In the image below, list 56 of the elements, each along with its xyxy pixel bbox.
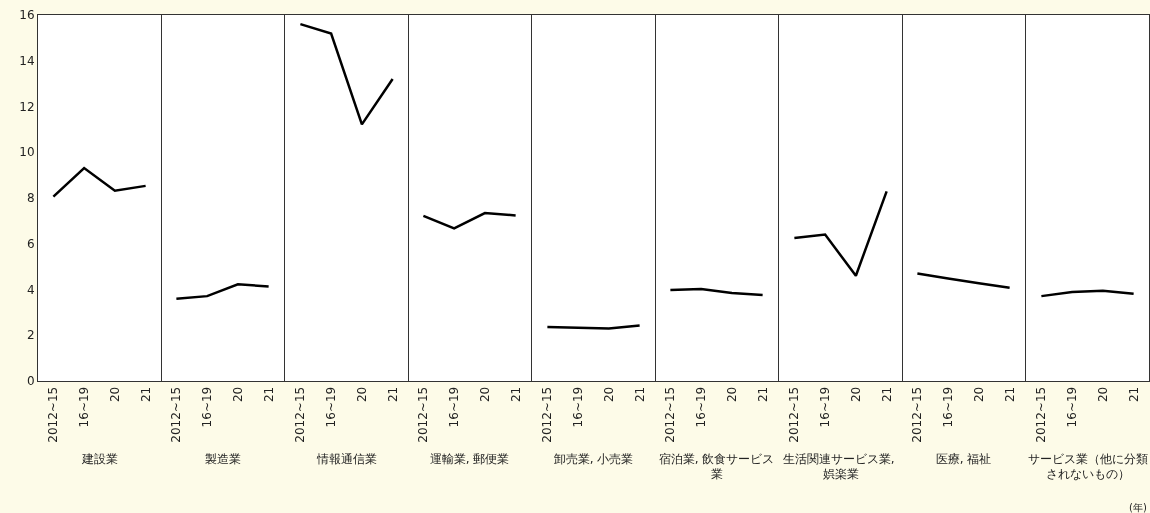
text: (年): [1128, 502, 1147, 513]
x-tick-label: 21: [632, 386, 647, 403]
x-tick-label: 16~19: [200, 386, 215, 428]
x-tick-label: 20: [354, 386, 369, 403]
x-tick-label: 21: [755, 386, 770, 403]
x-tick-label: 16~19: [694, 386, 709, 428]
x-tick-label: 2012~15: [786, 386, 801, 443]
y-tick-label: 6: [26, 236, 35, 251]
x-axis-title: 建設業: [80, 451, 118, 466]
x-tick-label: 2012~15: [169, 386, 184, 443]
x-tick-label: 20: [478, 386, 493, 403]
x-tick-label: 2012~15: [1033, 386, 1048, 443]
x-tick-label: 16~19: [941, 386, 956, 428]
x-axis-title: サービス業（他に分類されないもの）: [1027, 451, 1148, 482]
x-tick-label: 16~19: [570, 386, 585, 428]
y-tick-label: 8: [26, 191, 35, 206]
y-tick-label: 12: [19, 99, 35, 114]
x-tick-label: 21: [1126, 386, 1141, 403]
x-axis-title: 医療, 福祉: [935, 451, 992, 466]
x-tick-label: 20: [725, 386, 739, 403]
x-tick-label: 20: [1095, 386, 1110, 403]
y-tick-label: 10: [19, 145, 35, 160]
line-series: [52, 166, 147, 198]
x-axis-title: 情報通信業: [315, 451, 377, 466]
x-tick-label: 16~19: [1064, 386, 1079, 428]
x-axis-title: 運輸業, 郵便業: [430, 451, 510, 466]
x-tick-label: 2012~15: [910, 386, 925, 443]
x-axis-title: 製造業: [204, 451, 241, 466]
x-tick-label: 20: [107, 386, 122, 403]
y-tick-label: 14: [19, 53, 35, 68]
x-tick-label: 2012~15: [663, 386, 678, 443]
x-tick-label: 20: [601, 386, 616, 403]
x-tick-label: 21: [261, 386, 276, 403]
x-tick-label: 16~19: [77, 386, 92, 428]
x-tick-label: 20: [848, 386, 863, 403]
x-tick-label: 2012~15: [46, 386, 61, 443]
x-tick-label: 21: [508, 386, 523, 403]
x-tick-label: 16~19: [323, 386, 338, 428]
x-tick-label: 21: [385, 386, 400, 403]
x-tick-label: 20: [971, 386, 986, 403]
x-tick-label: 21: [1002, 386, 1017, 403]
x-tick-label: 21: [879, 386, 894, 403]
x-tick-label: 16~19: [817, 386, 832, 428]
y-tick-label: 0: [26, 374, 35, 389]
x-tick-label: 21: [138, 386, 153, 403]
x-axis-title: 宿泊業, 飲食サービス業: [658, 451, 775, 482]
x-tick-label: 2012~15: [293, 386, 308, 443]
x-axis-title: 生活関連サービス業, 娯楽業: [782, 451, 898, 482]
y-tick-label: 16: [19, 8, 35, 23]
x-tick-label: 2012~15: [416, 386, 431, 443]
x-tick-label: 20: [231, 386, 246, 403]
x-tick-label: 16~19: [447, 386, 462, 428]
x-tick-label: 2012~15: [540, 386, 555, 443]
y-tick-label: 4: [26, 282, 35, 297]
x-axis-title: 卸売業, 小売業: [553, 451, 634, 466]
y-tick-label: 2: [26, 328, 35, 343]
